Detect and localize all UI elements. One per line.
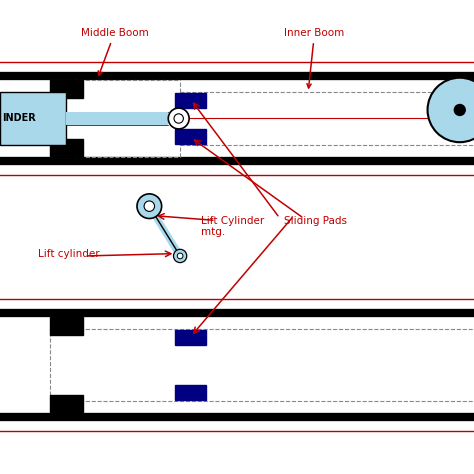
Circle shape: [137, 194, 162, 219]
Bar: [66, 112, 168, 125]
Bar: [175, 93, 206, 108]
Text: Lift cylinder: Lift cylinder: [38, 249, 100, 259]
Text: Middle Boom: Middle Boom: [81, 28, 148, 75]
Circle shape: [428, 78, 474, 142]
Circle shape: [177, 253, 183, 259]
Bar: [50, 139, 83, 157]
Bar: [175, 129, 206, 144]
Text: Lift Cylinder
mtg.: Lift Cylinder mtg.: [201, 216, 264, 237]
Bar: [0, 92, 66, 145]
Circle shape: [168, 108, 189, 129]
Circle shape: [454, 104, 466, 116]
Bar: [175, 330, 206, 345]
Circle shape: [144, 201, 155, 211]
Text: INDER: INDER: [2, 113, 36, 124]
Circle shape: [173, 249, 187, 263]
Circle shape: [174, 114, 183, 123]
Bar: [50, 395, 83, 413]
Bar: [175, 385, 206, 400]
Text: Inner Boom: Inner Boom: [284, 28, 345, 88]
Bar: [50, 80, 83, 98]
Text: Sliding Pads: Sliding Pads: [284, 216, 347, 226]
Bar: [50, 317, 83, 335]
